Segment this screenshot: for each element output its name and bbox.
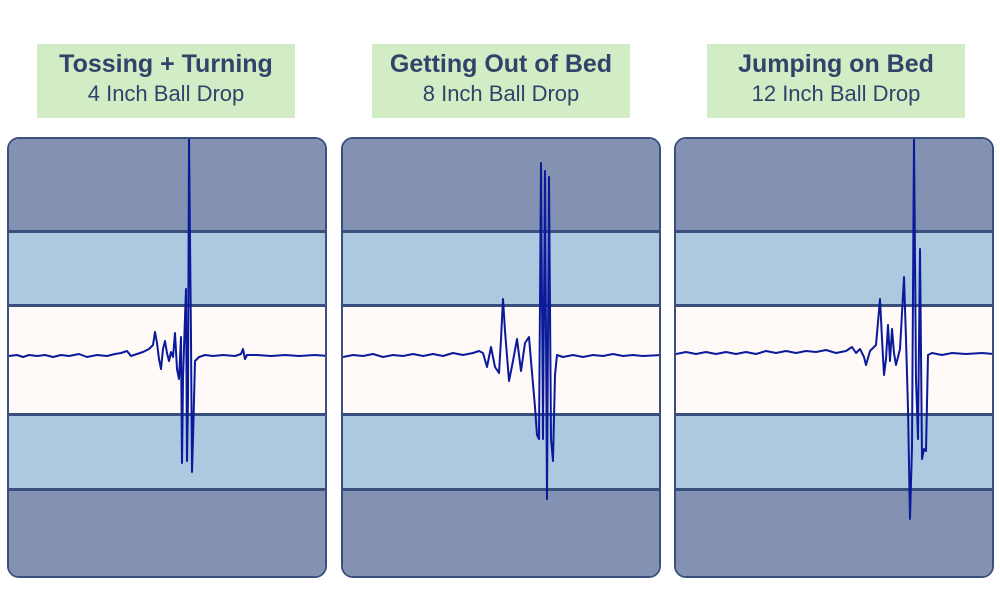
band-dark	[9, 489, 325, 576]
band-light	[676, 414, 992, 489]
band-light	[9, 414, 325, 489]
band-dark	[676, 489, 992, 576]
label-title: Getting Out of Bed	[389, 50, 613, 78]
chart-panel-tossing	[7, 137, 327, 578]
band-dark	[343, 489, 659, 576]
band-light	[9, 231, 325, 305]
band-light	[676, 231, 992, 305]
band-center	[9, 305, 325, 414]
band-dark	[9, 139, 325, 231]
band-light	[343, 231, 659, 305]
waveform	[343, 162, 659, 500]
band-light	[343, 414, 659, 489]
label-subtitle: 12 Inch Ball Drop	[751, 81, 921, 106]
label-subtitle: 4 Inch Ball Drop	[87, 81, 245, 106]
band-center	[676, 305, 992, 414]
label-subtitle: 8 Inch Ball Drop	[422, 81, 580, 106]
label-title: Tossing + Turning	[59, 50, 273, 78]
label-getting-out: Getting Out of Bed 8 Inch Ball Drop	[372, 44, 630, 118]
label-tossing: Tossing + Turning 4 Inch Ball Drop	[37, 44, 295, 118]
band-dark	[676, 139, 992, 231]
chart-panel-getting-out	[341, 137, 661, 578]
waveform	[676, 139, 992, 520]
label-jumping: Jumping on Bed 12 Inch Ball Drop	[707, 44, 965, 118]
waveform	[9, 139, 325, 473]
label-title: Jumping on Bed	[738, 50, 934, 78]
chart-panel-jumping	[674, 137, 994, 578]
band-dark	[343, 139, 659, 231]
